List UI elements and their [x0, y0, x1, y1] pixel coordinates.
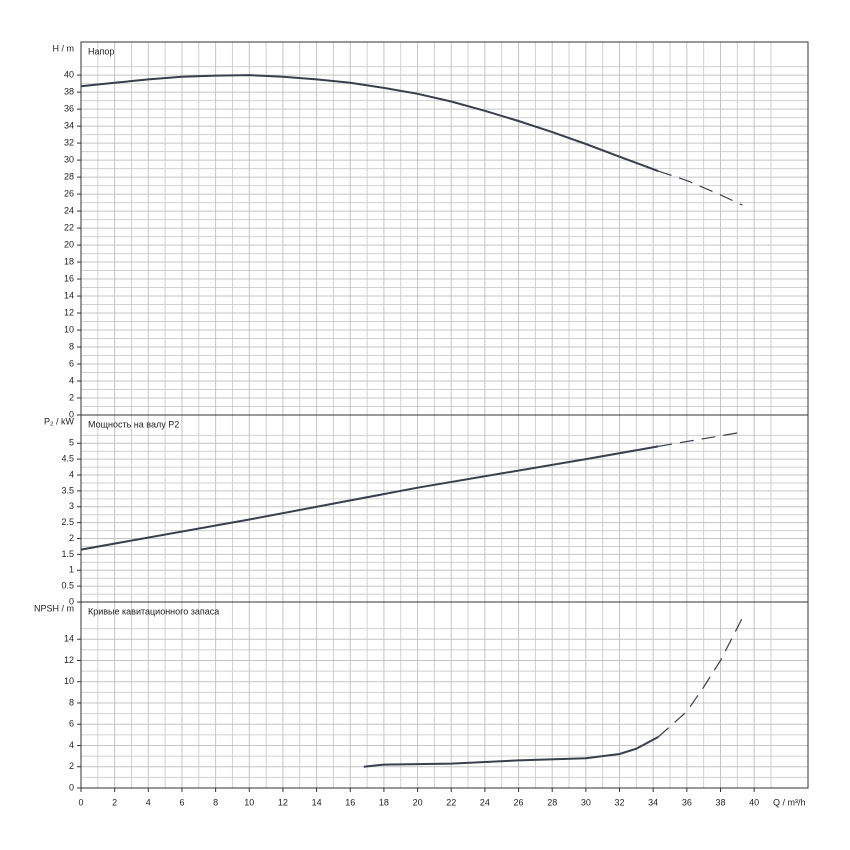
curve [80, 445, 659, 551]
x-tick-label: 6 [179, 797, 184, 807]
y-tick-label: 0.5 [61, 581, 74, 591]
x-tick-label: 16 [345, 797, 355, 807]
y-tick-label: 1 [69, 565, 74, 575]
y-tick-label: 0 [69, 782, 74, 792]
y-tick-label: 24 [64, 205, 74, 215]
y-tick-label: 3 [69, 501, 74, 511]
y-tick-label: 16 [64, 273, 74, 283]
y-tick-label: 10 [64, 676, 74, 686]
y-tick-label: 6 [69, 719, 74, 729]
y-tick-label: 5 [69, 438, 74, 448]
y-tick-label: 2.5 [61, 517, 74, 527]
y-tick-label: 22 [64, 222, 74, 232]
y-axis-label: P₂ / kW [44, 416, 74, 426]
y-tick-label: 38 [64, 87, 74, 97]
x-tick-label: 18 [379, 797, 389, 807]
y-tick-label: 4 [69, 375, 74, 385]
curve [658, 170, 743, 206]
y-tick-label: 10 [64, 324, 74, 334]
x-tick-label: 40 [749, 797, 759, 807]
x-tick-label: 4 [146, 797, 151, 807]
x-tick-label: 0 [78, 797, 83, 807]
y-tick-label: 4 [69, 740, 74, 750]
x-tick-label: 38 [715, 797, 725, 807]
x-tick-label: 34 [648, 797, 658, 807]
y-tick-label: 14 [64, 634, 74, 644]
y-tick-label: 26 [64, 188, 74, 198]
x-axis-label: Q / m³/h [773, 797, 806, 807]
x-tick-label: 10 [244, 797, 254, 807]
y-tick-label: 30 [64, 154, 74, 164]
y-tick-label: 1.5 [61, 549, 74, 559]
y-tick-label: 0 [69, 409, 74, 419]
x-tick-label: 26 [514, 797, 524, 807]
plot-frame [80, 601, 809, 789]
y-tick-label: 3.5 [61, 485, 74, 495]
x-tick-label: 24 [480, 797, 490, 807]
y-tick-label: 34 [64, 120, 74, 130]
y-tick-label: 8 [69, 341, 74, 351]
y-tick-label: 0 [69, 596, 74, 606]
x-tick-label: 28 [547, 797, 557, 807]
y-tick-label: 40 [64, 70, 74, 80]
x-tick-label: 14 [312, 797, 322, 807]
x-tick-label: 36 [682, 797, 692, 807]
curve [363, 736, 659, 768]
y-tick-label: 12 [64, 307, 74, 317]
y-tick-label: 28 [64, 171, 74, 181]
x-tick-label: 22 [446, 797, 456, 807]
x-tick-label: 8 [213, 797, 218, 807]
y-tick-label: 36 [64, 103, 74, 113]
y-tick-label: 8 [69, 697, 74, 707]
panel-title: Мощность на валу P2 [88, 419, 179, 429]
y-tick-label: 2 [69, 533, 74, 543]
y-tick-label: 20 [64, 239, 74, 249]
y-tick-label: 4 [69, 469, 74, 479]
y-tick-label: 18 [64, 256, 74, 266]
x-tick-label: 30 [581, 797, 591, 807]
y-axis-label: NPSH / m [34, 603, 74, 613]
y-tick-label: 2 [69, 761, 74, 771]
curve [657, 617, 743, 738]
x-tick-label: 12 [278, 797, 288, 807]
x-tick-label: 20 [413, 797, 423, 807]
y-tick-label: 12 [64, 655, 74, 665]
y-tick-label: 32 [64, 137, 74, 147]
curve [658, 431, 743, 447]
panel-title: Кривые кавитационного запаса [88, 606, 219, 616]
curve [80, 74, 659, 173]
y-tick-label: 14 [64, 290, 74, 300]
y-tick-label: 4.5 [61, 454, 74, 464]
y-tick-label: 6 [69, 358, 74, 368]
y-axis-label: H / m [53, 43, 75, 53]
y-tick-label: 2 [69, 392, 74, 402]
panel-title: Напор [88, 46, 114, 56]
x-tick-label: 2 [112, 797, 117, 807]
x-tick-label: 32 [615, 797, 625, 807]
